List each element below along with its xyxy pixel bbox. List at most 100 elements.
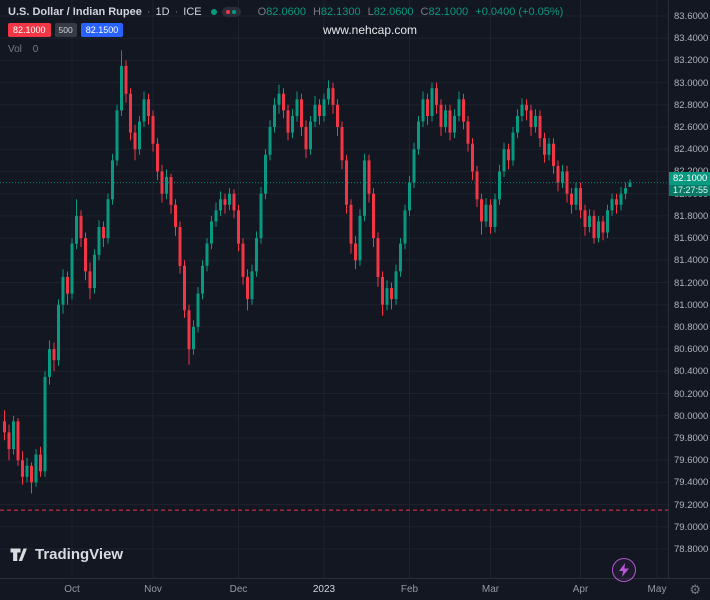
buy-button[interactable]: 82.1500 — [80, 23, 124, 37]
time-axis-label: Feb — [400, 584, 419, 595]
price-tick-label: 83.6000 — [674, 11, 709, 22]
candle — [21, 451, 24, 485]
price-tick-label: 80.0000 — [674, 410, 709, 422]
candle — [421, 91, 425, 127]
volume-label[interactable]: Vol — [8, 44, 22, 55]
candle — [52, 342, 56, 372]
price-tick-label: 79.8000 — [674, 432, 709, 444]
candle — [534, 109, 537, 133]
candle — [286, 104, 290, 141]
high-label: H — [312, 6, 321, 18]
price-tick-label: 81.0000 — [674, 299, 709, 311]
candle — [381, 271, 384, 316]
price-tick-label: 80.2000 — [674, 388, 709, 400]
time-axis-label: Nov — [144, 584, 162, 595]
candle — [583, 204, 587, 236]
candlestick-chart[interactable] — [0, 0, 668, 578]
candle — [358, 209, 362, 266]
candle — [340, 121, 344, 170]
price-tick-label: 79.2000 — [674, 499, 709, 511]
chart-legend: U.S. Dollar / Indian Rupee · 1D · ICE O8… — [8, 6, 563, 55]
price-axis[interactable]: 83.6000 83.4000 83.2000 83.0000 82.8000 82.60… — [668, 0, 710, 578]
candle — [547, 138, 551, 161]
candle — [435, 82, 438, 114]
candle — [232, 189, 236, 219]
open-value: 82.0600 — [266, 6, 306, 18]
price-tick-label: 83.0000 — [674, 77, 709, 89]
candle — [322, 93, 326, 122]
sell-button[interactable]: 82.1000 — [8, 23, 51, 37]
low-value: 82.0600 — [373, 6, 414, 18]
candle — [223, 193, 227, 214]
candle — [259, 187, 263, 244]
time-axis-label: Dec — [229, 584, 248, 595]
candle — [133, 124, 137, 161]
candle — [30, 462, 33, 494]
candle — [102, 221, 105, 247]
candle — [453, 109, 456, 139]
bar-countdown-timer: 17:27:55 — [669, 184, 710, 196]
candle — [250, 264, 254, 305]
candle — [516, 109, 519, 139]
price-tick-label: 80.4000 — [674, 366, 709, 378]
candle — [354, 235, 357, 270]
ohlc-values: O82.0600 H82.1300 L82.0600 C82.1000 +0.0… — [258, 6, 564, 18]
candle — [210, 215, 213, 250]
candle — [502, 142, 506, 177]
candle — [408, 175, 411, 216]
candle — [268, 120, 272, 161]
price-tick-label: 81.8000 — [674, 210, 709, 222]
price-tick-label: 82.6000 — [674, 122, 709, 134]
tradingview-logo[interactable]: TradingView — [9, 545, 123, 563]
candle — [345, 154, 348, 214]
candle — [363, 153, 366, 222]
boost-button[interactable] — [612, 558, 636, 582]
time-axis-label: Mar — [481, 584, 500, 595]
price-tick-label: 82.4000 — [674, 144, 709, 156]
price-tick-label: 78.8000 — [674, 544, 709, 555]
candle — [417, 115, 420, 155]
candle — [318, 99, 321, 125]
candle — [493, 193, 497, 233]
candle — [331, 82, 335, 114]
candle — [120, 50, 123, 116]
candle — [619, 187, 623, 211]
price-tick-label: 82.8000 — [674, 99, 709, 111]
candle — [282, 88, 285, 119]
candle — [295, 91, 299, 122]
time-axis[interactable]: Oct Nov Dec 2023 Feb Mar Apr May ⚙ — [0, 578, 710, 600]
candle — [498, 164, 501, 205]
interval-label[interactable]: 1D — [155, 6, 170, 18]
buy-sell-toggle[interactable] — [221, 7, 241, 17]
candle — [255, 231, 258, 277]
candle — [205, 238, 209, 272]
candle — [561, 164, 564, 189]
candle — [313, 95, 317, 127]
price-tick-label: 81.4000 — [674, 255, 709, 267]
time-axis-label: May — [647, 584, 667, 595]
gear-icon[interactable]: ⚙ — [689, 582, 701, 597]
open-label: O — [257, 6, 267, 18]
candle — [624, 182, 627, 200]
candle — [597, 215, 600, 243]
price-tick-label: 79.4000 — [674, 477, 709, 489]
candle — [430, 82, 434, 122]
candle — [48, 340, 51, 385]
candle — [489, 199, 492, 234]
symbol-title[interactable]: U.S. Dollar / Indian Rupee — [8, 6, 142, 18]
tradingview-logomark-icon — [10, 548, 27, 561]
candle — [601, 215, 605, 241]
candle — [556, 160, 560, 192]
candle — [367, 154, 371, 203]
candle — [457, 91, 461, 122]
market-status-dot — [210, 9, 217, 15]
candle — [444, 104, 447, 133]
current-price-label: 82.1000 17:27:55 — [669, 171, 710, 196]
price-tick-label: 83.4000 — [674, 33, 709, 45]
candle — [412, 142, 416, 189]
volume-value: 0 — [32, 44, 39, 55]
candle — [219, 191, 222, 216]
candle — [475, 165, 479, 207]
candle — [97, 220, 101, 261]
candle — [511, 127, 515, 166]
